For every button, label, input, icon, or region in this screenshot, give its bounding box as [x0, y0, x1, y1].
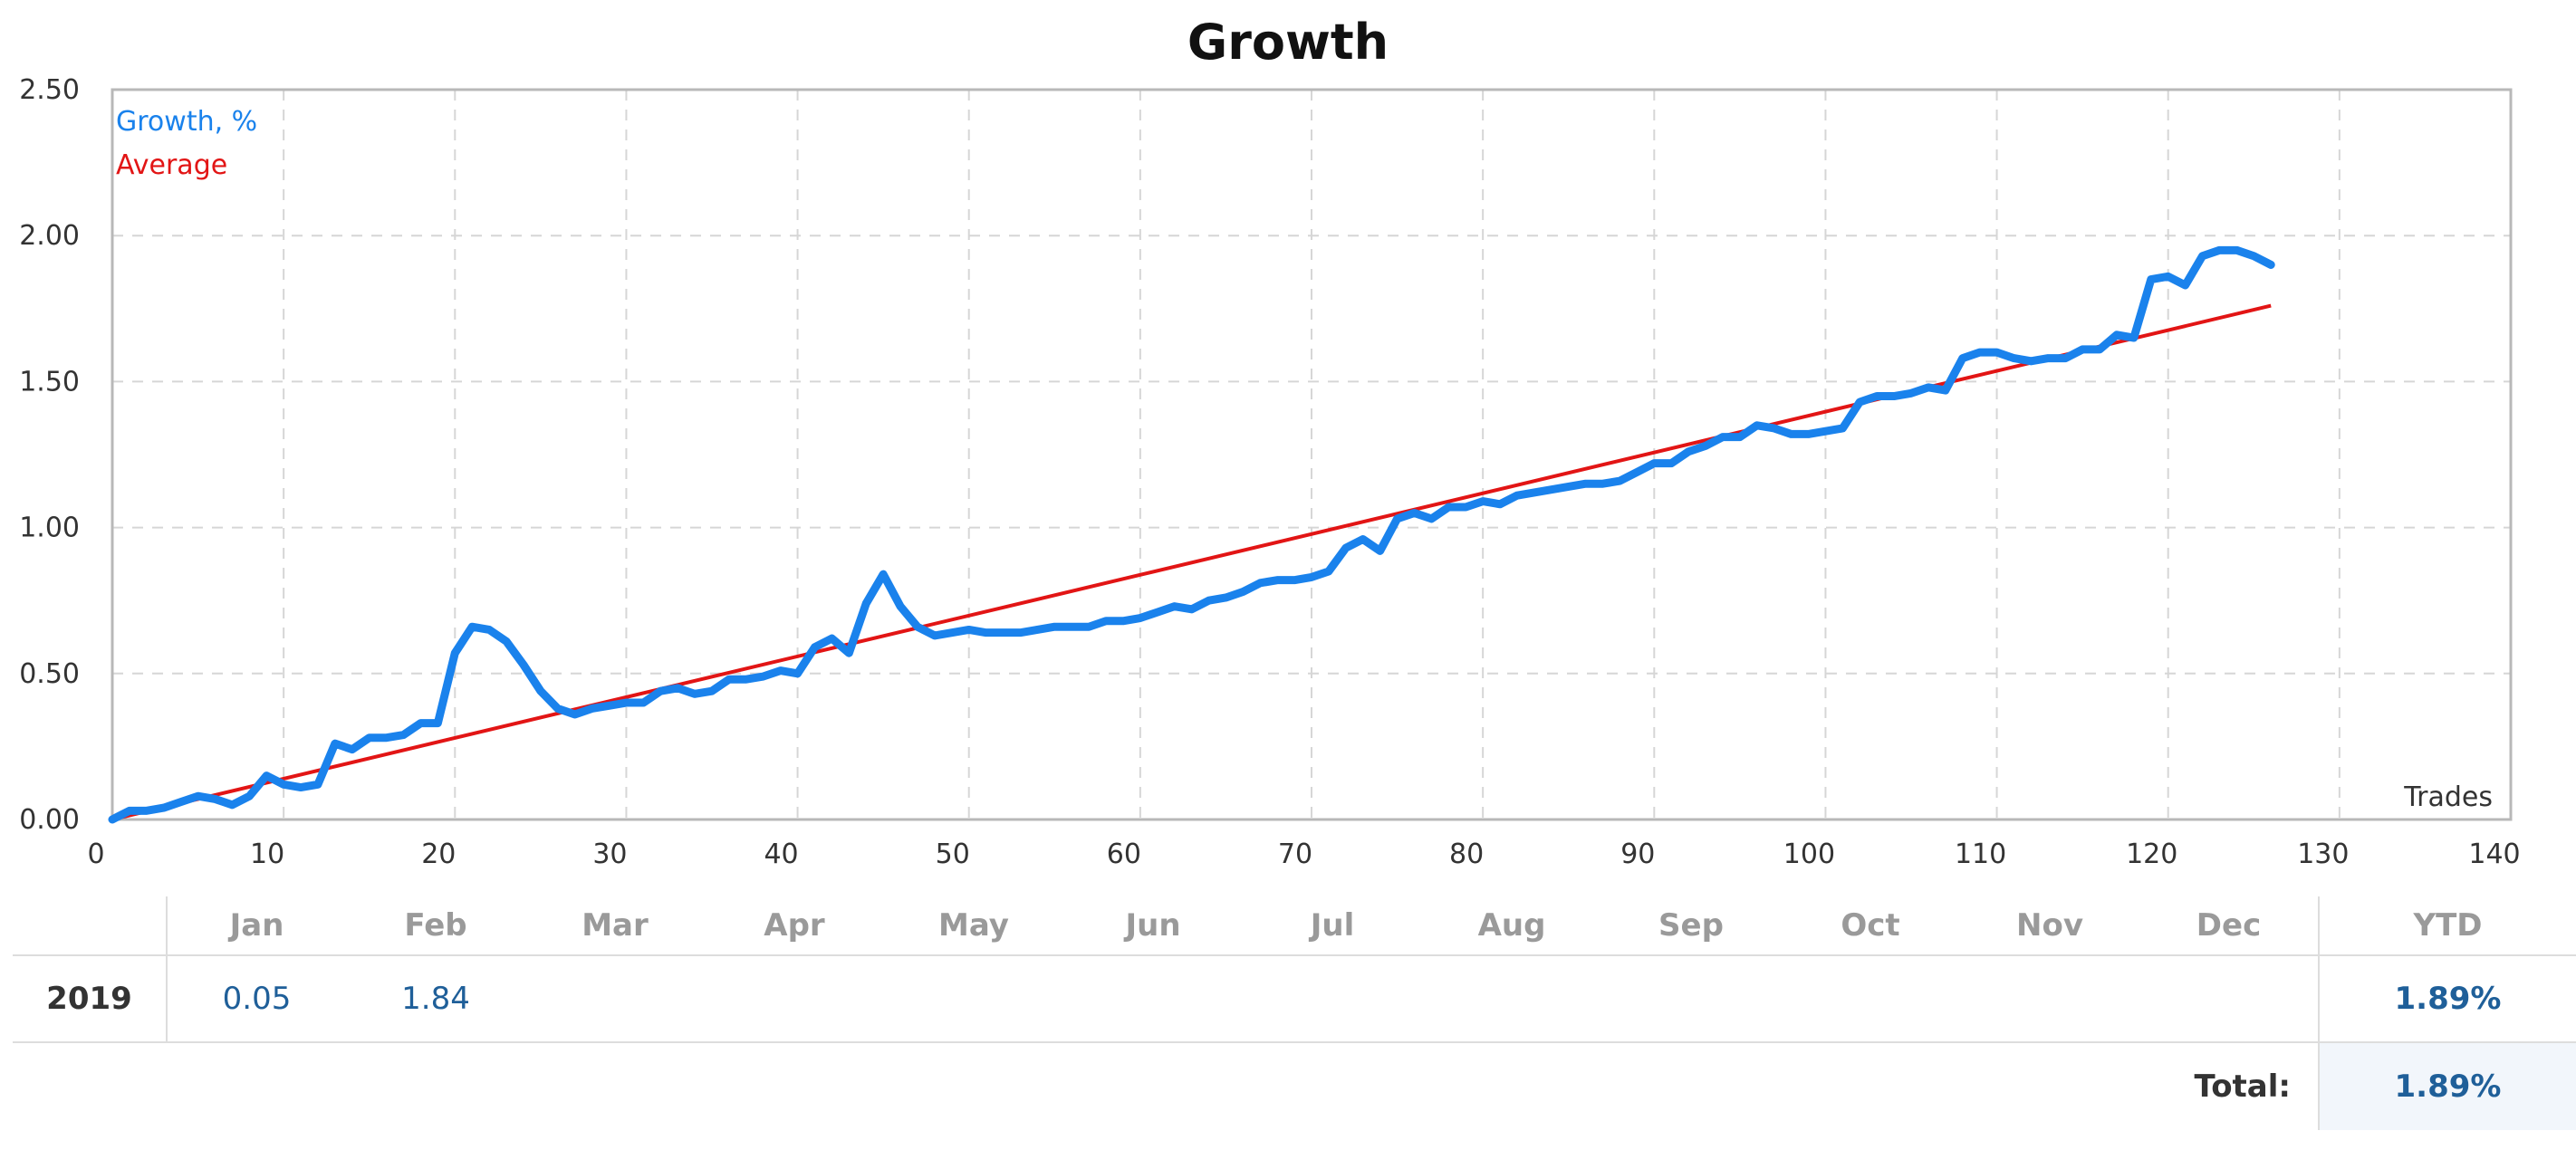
row-year: 2019: [13, 955, 167, 1043]
x-tick-label: 80: [1449, 839, 1484, 870]
x-tick-label: 120: [2126, 839, 2177, 870]
returns-table: Jan Feb Mar Apr May Jun Jul Aug Sep Oct …: [13, 896, 2576, 1130]
month-jun: Jun: [1063, 896, 1243, 956]
table-row: 2019 0.05 1.84 1.89%: [13, 955, 2576, 1043]
cell-may: [884, 955, 1063, 1043]
month-sep: Sep: [1601, 896, 1781, 956]
grid: [112, 90, 2511, 819]
cell-oct: [1781, 955, 1960, 1043]
y-tick-label: 0.50: [19, 658, 80, 690]
y-tick-label: 0.00: [19, 804, 80, 836]
x-tick-label: 60: [1107, 839, 1141, 870]
x-tick-label: 140: [2468, 839, 2520, 870]
x-axis-ticks: 0 10 20 30 40 50 60 70 80 90 100 110 120 130 140: [87, 839, 2520, 870]
cell-jul: [1243, 955, 1422, 1043]
x-axis-label: Trades: [2403, 781, 2493, 813]
plot-frame: [111, 88, 2513, 821]
x-tick-label: 20: [421, 839, 456, 870]
total-row: Total: 1.89%: [13, 1042, 2576, 1130]
x-tick-label: 130: [2297, 839, 2349, 870]
x-tick-label: 90: [1620, 839, 1655, 870]
cell-mar: [525, 955, 705, 1043]
month-aug: Aug: [1422, 896, 1601, 956]
chart-svg: Growth 0.00 0.50 1.00 1.50 2.00 2.50 0 10 20 30 4…: [19, 14, 2520, 870]
month-mar: Mar: [525, 896, 705, 956]
y-tick-label: 1.00: [19, 513, 80, 544]
cell-apr: [705, 955, 884, 1043]
x-tick-label: 40: [764, 839, 798, 870]
month-feb: Feb: [346, 896, 525, 956]
ytd-header: YTD: [2318, 896, 2576, 956]
total-value: 1.89%: [2318, 1042, 2576, 1130]
legend-growth: Growth, %: [116, 106, 257, 138]
x-tick-label: 30: [592, 839, 627, 870]
cell-sep: [1601, 955, 1781, 1043]
month-apr: Apr: [705, 896, 884, 956]
month-nov: Nov: [1960, 896, 2139, 956]
total-label: Total:: [2194, 1069, 2291, 1105]
x-tick-label: 100: [1783, 839, 1835, 870]
x-tick-label: 70: [1278, 839, 1312, 870]
cell-aug: [1422, 955, 1601, 1043]
growth-chart: Growth 0.00 0.50 1.00 1.50 2.00 2.50 0 10 20 30 4…: [19, 14, 2520, 870]
y-tick-label: 2.00: [19, 220, 80, 252]
chart-title: Growth: [1187, 14, 1389, 71]
x-tick-label: 110: [1955, 839, 2006, 870]
cell-jan: 0.05: [166, 955, 346, 1043]
table-header-row: Jan Feb Mar Apr May Jun Jul Aug Sep Oct …: [13, 896, 2576, 956]
month-jan: Jan: [166, 896, 346, 956]
series-group: [108, 245, 2275, 824]
y-axis-ticks: 0.00 0.50 1.00 1.50 2.00 2.50: [19, 74, 80, 836]
month-dec: Dec: [2139, 896, 2319, 956]
series-growth-line: [108, 245, 2275, 824]
header-corner: [13, 896, 167, 956]
month-oct: Oct: [1781, 896, 1960, 956]
month-jul: Jul: [1243, 896, 1422, 956]
cell-nov: [1960, 955, 2139, 1043]
cell-feb: 1.84: [346, 955, 525, 1043]
x-tick-label: 0: [87, 839, 104, 870]
cell-dec: [2139, 955, 2319, 1043]
y-tick-label: 1.50: [19, 366, 80, 398]
x-tick-label: 50: [936, 839, 970, 870]
monthly-returns-table: Jan Feb Mar Apr May Jun Jul Aug Sep Oct …: [13, 896, 2576, 1150]
cell-jun: [1063, 955, 1243, 1043]
y-tick-label: 2.50: [19, 74, 80, 106]
legend-average: Average: [116, 149, 227, 181]
x-tick-label: 10: [250, 839, 284, 870]
month-may: May: [884, 896, 1063, 956]
cell-ytd: 1.89%: [2318, 955, 2576, 1043]
